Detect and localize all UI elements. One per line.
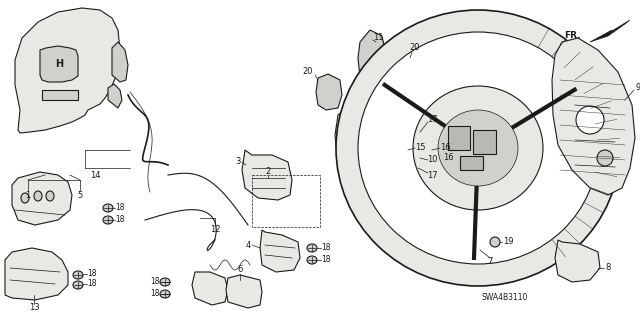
Ellipse shape	[160, 278, 170, 286]
Text: 17: 17	[427, 115, 437, 124]
Polygon shape	[378, 125, 414, 170]
Ellipse shape	[438, 110, 518, 186]
Ellipse shape	[597, 150, 613, 166]
Polygon shape	[5, 248, 68, 300]
Polygon shape	[316, 74, 342, 110]
Text: 16: 16	[443, 153, 453, 162]
Bar	[252, 175, 320, 227]
Ellipse shape	[103, 216, 113, 224]
Text: 19: 19	[503, 238, 513, 247]
Text: 7: 7	[487, 257, 493, 266]
Ellipse shape	[34, 191, 42, 201]
Ellipse shape	[160, 290, 170, 298]
Polygon shape	[385, 48, 412, 90]
Ellipse shape	[490, 237, 500, 247]
Text: 18: 18	[87, 270, 97, 278]
Text: 18: 18	[321, 256, 331, 264]
Polygon shape	[42, 90, 78, 100]
Polygon shape	[40, 46, 78, 82]
Text: 12: 12	[210, 226, 220, 234]
Polygon shape	[226, 275, 262, 308]
Ellipse shape	[418, 154, 426, 162]
Polygon shape	[12, 172, 72, 225]
Ellipse shape	[46, 191, 54, 201]
Ellipse shape	[358, 32, 598, 264]
Text: 11: 11	[372, 33, 383, 42]
Ellipse shape	[413, 86, 543, 210]
Polygon shape	[555, 240, 600, 282]
Ellipse shape	[576, 106, 604, 134]
Text: 18: 18	[115, 216, 125, 225]
Text: SWA4B3110: SWA4B3110	[482, 293, 528, 302]
Ellipse shape	[21, 193, 29, 203]
Text: 18: 18	[87, 279, 97, 288]
Text: 14: 14	[90, 170, 100, 180]
Polygon shape	[358, 30, 385, 85]
Polygon shape	[242, 150, 292, 200]
Polygon shape	[260, 230, 300, 272]
Text: 20: 20	[303, 68, 313, 77]
Text: 18: 18	[321, 243, 331, 253]
Text: 2: 2	[266, 167, 271, 176]
Text: 16: 16	[440, 144, 451, 152]
Ellipse shape	[73, 271, 83, 279]
Polygon shape	[552, 38, 635, 195]
Text: 5: 5	[77, 190, 83, 199]
Text: 17: 17	[427, 170, 437, 180]
Ellipse shape	[336, 10, 620, 286]
Polygon shape	[460, 156, 483, 170]
Polygon shape	[590, 20, 630, 42]
Ellipse shape	[73, 281, 83, 289]
Text: 18: 18	[150, 278, 160, 286]
Text: 18: 18	[150, 290, 160, 299]
Text: 4: 4	[245, 241, 251, 249]
Ellipse shape	[418, 166, 426, 174]
Text: 8: 8	[605, 263, 611, 272]
Ellipse shape	[307, 256, 317, 264]
Text: H: H	[55, 59, 63, 69]
Ellipse shape	[103, 204, 113, 212]
Polygon shape	[15, 8, 120, 133]
Polygon shape	[473, 130, 496, 154]
Polygon shape	[192, 272, 228, 305]
Text: 1: 1	[26, 190, 31, 199]
Polygon shape	[108, 84, 122, 108]
Ellipse shape	[307, 244, 317, 252]
Text: 3: 3	[236, 158, 241, 167]
Text: 10: 10	[427, 155, 437, 165]
Text: 18: 18	[115, 204, 125, 212]
Polygon shape	[448, 126, 470, 150]
Text: 9: 9	[636, 84, 640, 93]
Text: 6: 6	[237, 265, 243, 275]
Text: FR.: FR.	[564, 31, 580, 40]
Text: 13: 13	[29, 303, 39, 313]
Polygon shape	[348, 125, 385, 170]
Text: 15: 15	[415, 144, 425, 152]
Text: 20: 20	[410, 43, 420, 53]
Polygon shape	[112, 42, 128, 82]
Polygon shape	[335, 105, 418, 188]
